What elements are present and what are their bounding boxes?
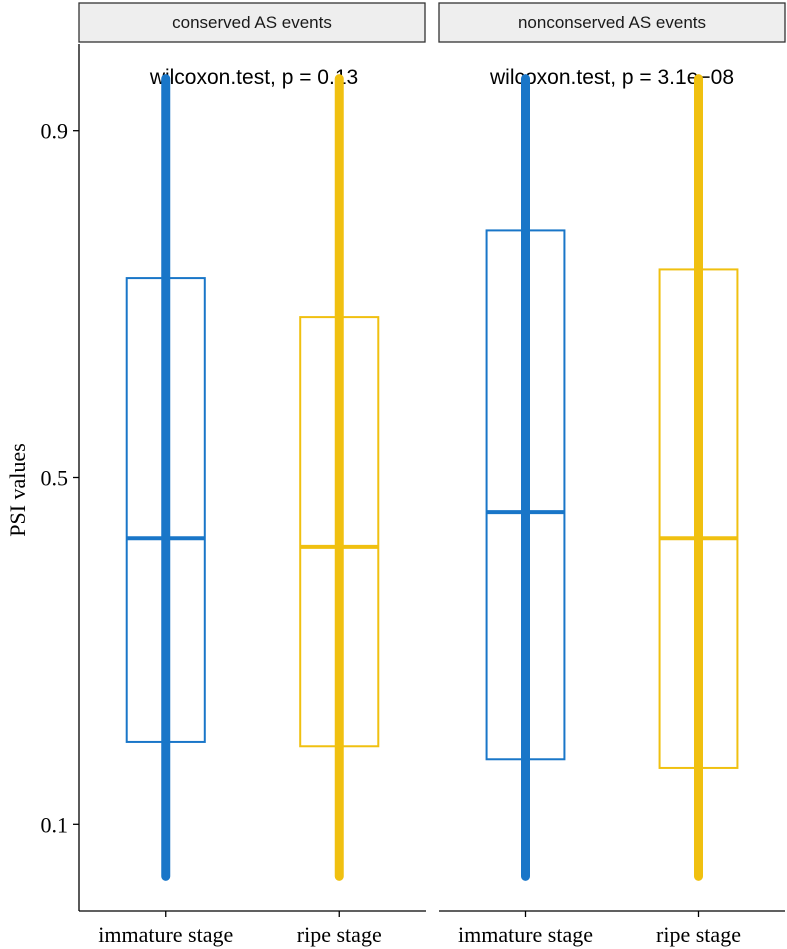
box-iqr	[125, 277, 206, 743]
x-ticks: immature stage ripe stage	[98, 911, 382, 947]
strip-background	[78, 2, 426, 43]
panel-conserved: conserved AS events wilcoxon.test, p = 0…	[78, 2, 426, 947]
x-tick-label: ripe stage	[297, 922, 382, 947]
box-iqr	[299, 316, 380, 748]
box-group	[485, 74, 739, 881]
y-tick-label: 0.9	[41, 119, 69, 144]
strip-background	[438, 2, 786, 43]
x-tick-label: ripe stage	[656, 922, 741, 947]
box-iqr	[658, 268, 739, 769]
box-group	[125, 74, 380, 881]
strip-label: nonconserved AS events	[518, 13, 706, 32]
panel-nonconserved: nonconserved AS events wilcoxon.test, p …	[438, 2, 786, 947]
stat-annotation: wilcoxon.test, p = 3.1e−08	[489, 66, 734, 89]
x-ticks: immature stage ripe stage	[458, 911, 741, 947]
y-axis-title: PSI values	[5, 443, 30, 537]
x-tick-label: immature stage	[98, 922, 233, 947]
strip-label: conserved AS events	[172, 13, 332, 32]
y-ticks: 0.1 0.5 0.9	[41, 119, 79, 837]
box-iqr	[485, 229, 566, 761]
y-tick-label: 0.5	[41, 466, 69, 491]
stat-annotation: wilcoxon.test, p = 0.13	[149, 66, 358, 89]
y-tick-label: 0.1	[41, 812, 69, 837]
x-tick-label: immature stage	[458, 922, 593, 947]
